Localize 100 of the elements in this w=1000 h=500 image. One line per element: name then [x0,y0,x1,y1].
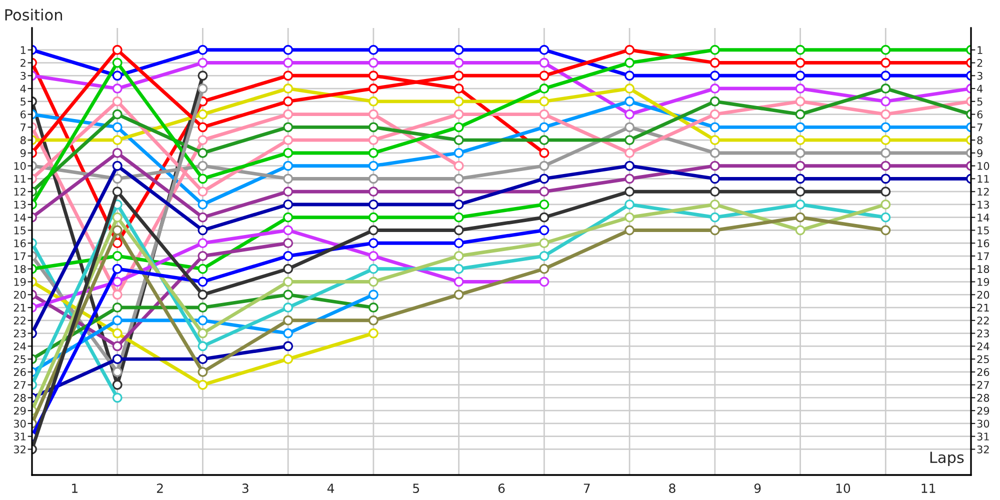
point [198,44,208,55]
y-tick-label: 19 [14,278,26,286]
point [454,160,464,171]
point [624,212,635,222]
point [112,186,122,197]
point [710,174,720,184]
y-tick-label: 22 [14,316,26,324]
y-tick-label: 24 [14,342,26,350]
y2-tick-label: 1 [978,46,982,54]
point [454,186,464,197]
point [198,290,208,300]
y2-tick-label: 21 [977,304,989,312]
point [539,186,550,197]
point [454,122,464,132]
point [710,109,720,120]
point [795,135,806,146]
point [368,276,378,287]
y-tick-label: 17 [14,252,26,260]
y-tick-label: 10 [14,162,26,170]
y-tick-label: 4 [20,84,26,92]
point [283,212,294,222]
point [795,58,806,68]
point [539,160,550,171]
point [198,264,208,274]
y2-tick-label: 30 [977,420,990,428]
point [710,135,720,146]
point [368,174,378,184]
y-tick-label: 21 [14,304,26,312]
x-axis-title: Laps [930,452,964,466]
y-tick-label: 15 [14,226,26,234]
point [710,212,720,222]
point [710,44,720,55]
point [710,225,720,236]
point [198,238,208,248]
point [710,199,720,210]
point [880,109,891,120]
point [112,328,122,338]
point [368,109,378,120]
point [880,44,891,55]
y-axis-title: Position [5,8,62,21]
point [283,135,294,146]
point [368,160,378,171]
point [795,148,806,158]
point [454,251,464,262]
point [710,148,720,158]
point [368,251,378,262]
x-tick-label: 8 [669,484,676,494]
point [454,174,464,184]
point [112,238,122,248]
point [539,251,550,262]
y-tick-label: 5 [20,98,26,106]
point [283,58,294,68]
point [198,160,208,171]
y2-tick-label: 18 [978,265,990,273]
y-tick-label: 8 [20,136,26,144]
point [368,58,378,68]
x-tick-label: 9 [754,484,761,494]
point [112,148,122,158]
point [112,264,122,274]
point [454,135,464,146]
y-tick-label: 1 [20,46,26,54]
point [283,109,294,120]
x-tick-label: 4 [327,484,334,493]
point [539,148,550,158]
point [112,225,122,236]
y2-tick-label: 14 [978,214,990,222]
point [283,315,294,326]
point [368,238,378,248]
point [283,44,294,55]
point [454,290,464,300]
point [283,160,294,171]
y2-tick-label: 24 [977,342,990,350]
point [710,58,720,68]
y-tick-label: 6 [20,110,26,118]
point [454,212,464,222]
y2-tick-label: 6 [977,110,983,118]
point [880,186,891,197]
x-tick-label: 11 [922,484,936,493]
point [283,302,294,313]
point [368,225,378,236]
point [624,122,635,132]
point [283,186,294,197]
point [454,109,464,120]
point [112,96,122,106]
point [283,199,294,210]
point [880,148,891,158]
point [624,58,635,68]
point [112,354,122,364]
point [198,212,208,222]
y2-tick-label: 12 [978,188,989,196]
point [368,212,378,222]
point [283,84,294,94]
point [198,302,208,313]
point [198,225,208,236]
point [112,341,122,352]
point [198,84,208,94]
point [795,225,806,236]
point [198,315,208,326]
point [198,174,208,184]
point [539,84,550,94]
